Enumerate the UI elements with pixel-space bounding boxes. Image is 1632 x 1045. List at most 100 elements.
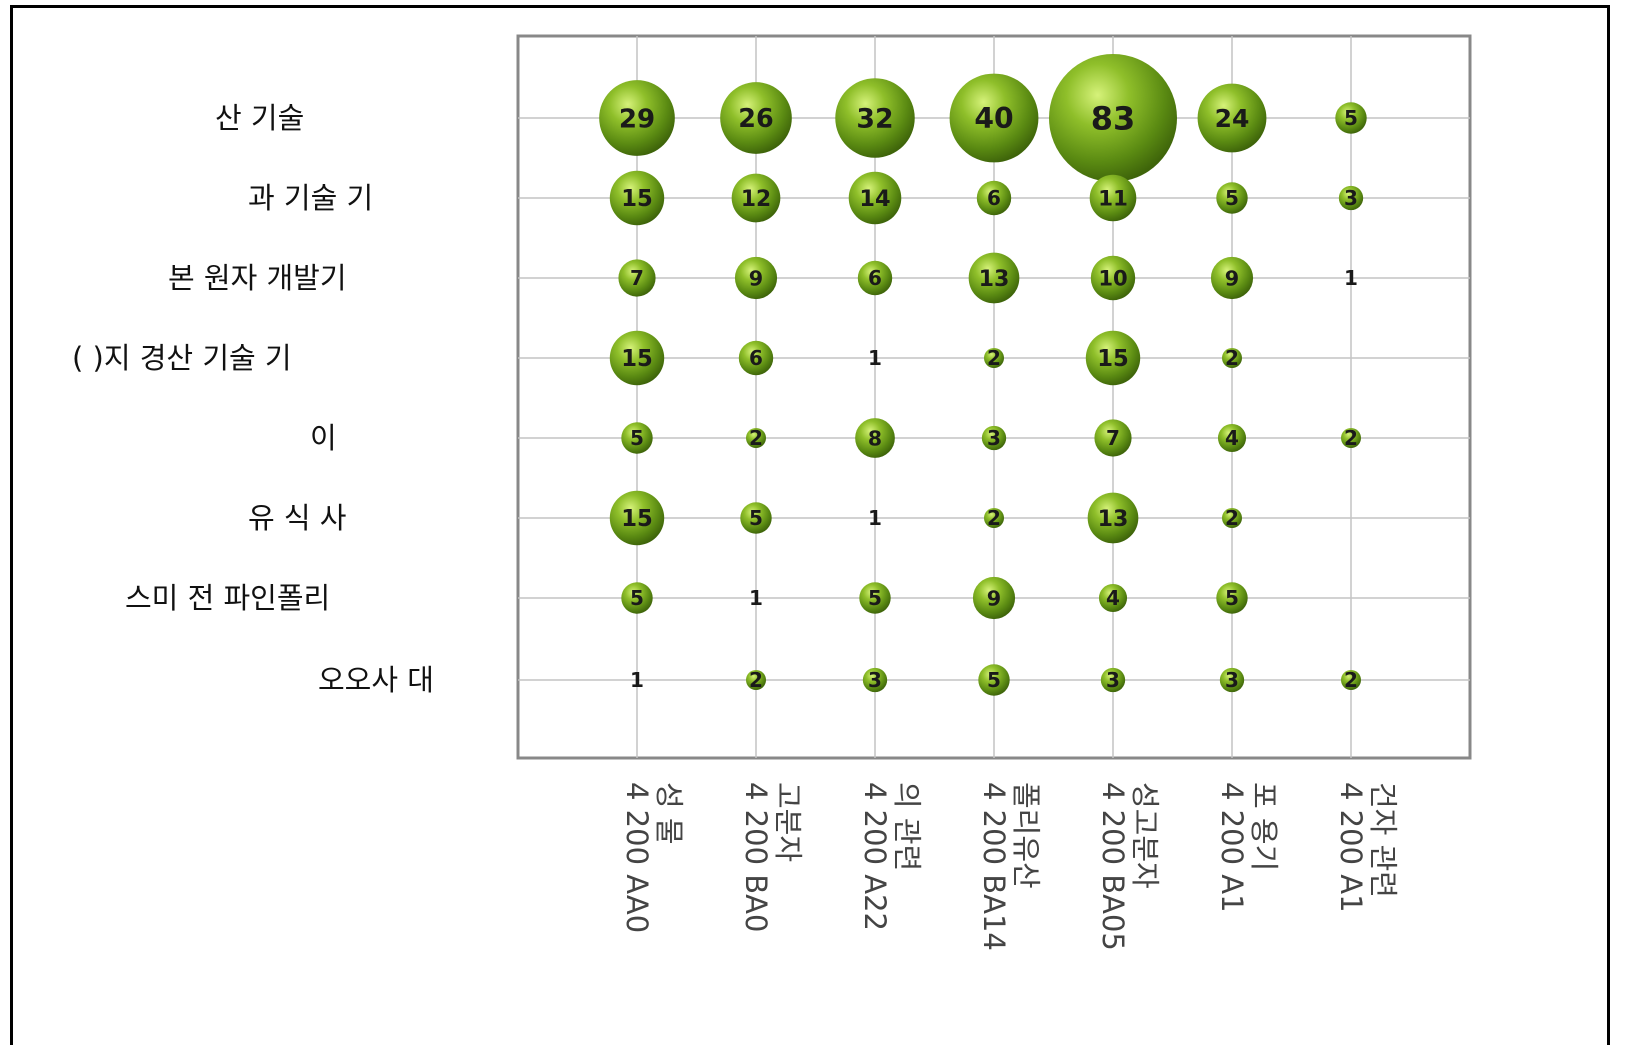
y-axis-labels: 산 기술과 기술 기본 원자 개발기 ( )지 경산 기술 기이유 식 사스미 전… xyxy=(72,101,434,697)
x-tick-label: 4 200 A1포 용기 xyxy=(1215,782,1281,913)
bubble-mark xyxy=(609,330,665,386)
bubble-value-label: 3 xyxy=(1225,668,1239,692)
bubble-mark xyxy=(1197,83,1267,153)
bubble-mark xyxy=(1217,423,1247,453)
bubble: 26 xyxy=(720,82,792,154)
bubble-value-label: 4 xyxy=(1106,586,1120,610)
bubble: 5 xyxy=(1216,182,1248,214)
bubble-mark xyxy=(1094,419,1132,457)
bubble-value-label: 83 xyxy=(1091,100,1136,138)
bubble-value-label: 2 xyxy=(1344,668,1358,692)
x-tick-name: 성고분자 xyxy=(1128,782,1162,889)
bubble: 15 xyxy=(609,170,665,226)
bubble-mark xyxy=(857,260,893,296)
x-tick-code: 4 200 BA14 xyxy=(977,782,1011,951)
bubble-mark xyxy=(862,667,888,693)
bubble-value-label: 29 xyxy=(619,104,655,134)
bubble-mark xyxy=(976,180,1012,216)
bubble-value-label: 3 xyxy=(987,426,1001,450)
bubble-value-label: 1 xyxy=(749,586,763,610)
bubble-value-label: 1 xyxy=(868,346,882,370)
bubble: 7 xyxy=(618,259,656,297)
bubble-mark xyxy=(1216,182,1248,214)
bubble-value-label: 8 xyxy=(868,426,882,450)
bubble: 9 xyxy=(734,256,778,300)
bubble-value-label: 9 xyxy=(987,586,1001,610)
bubble: 6 xyxy=(738,340,774,376)
bubble-value-label: 5 xyxy=(630,586,644,610)
bubble: 15 xyxy=(609,330,665,386)
bubble: 2 xyxy=(746,668,766,692)
bubble-mark xyxy=(740,502,772,534)
bubble-mark xyxy=(746,428,766,448)
bubble: 32 xyxy=(835,78,915,158)
bubble-value-label: 13 xyxy=(979,266,1010,292)
bubble: 5 xyxy=(621,422,653,454)
bubble-value-label: 13 xyxy=(1098,506,1129,532)
bubble-value-label: 1 xyxy=(630,668,644,692)
bubble: 1 xyxy=(630,668,644,692)
bubble: 1 xyxy=(868,346,882,370)
x-tick-code: 4 200 A1 xyxy=(1334,782,1368,913)
bubble-value-label: 4 xyxy=(1225,426,1239,450)
bubble: 4 xyxy=(1217,423,1247,453)
bubble-value-label: 1 xyxy=(1344,266,1358,290)
bubble: 6 xyxy=(857,260,893,296)
bubble: 12 xyxy=(731,173,781,223)
bubble-value-label: 1 xyxy=(868,506,882,530)
bubble: 83 xyxy=(1049,54,1177,182)
bubble: 7 xyxy=(1094,419,1132,457)
bubble: 29 xyxy=(599,80,675,156)
bubble: 15 xyxy=(609,490,665,546)
bubble-mark xyxy=(972,576,1016,620)
bubble: 9 xyxy=(972,576,1016,620)
bubble-mark xyxy=(1341,428,1361,448)
bubble-mark xyxy=(731,173,781,223)
y-tick-label: 스미 전 파인폴리 xyxy=(125,581,330,615)
bubble-value-label: 5 xyxy=(1225,186,1239,210)
y-tick-label: 오오사 대 xyxy=(318,663,434,697)
bubble-mark xyxy=(1098,583,1128,613)
x-tick-code: 4 200 AA0 xyxy=(620,782,654,933)
x-tick-name: 의 관련 xyxy=(890,782,924,871)
bubble-value-label: 3 xyxy=(1106,668,1120,692)
figure-frame xyxy=(10,5,1610,1045)
bubble: 4 xyxy=(1098,583,1128,613)
bubble-mark xyxy=(738,340,774,376)
x-tick-code: 4 200 BA05 xyxy=(1096,782,1130,951)
bubble-value-label: 32 xyxy=(856,104,893,135)
x-tick-code: 4 200 A22 xyxy=(858,782,892,931)
bubble-mark xyxy=(720,82,792,154)
bubble-value-label: 7 xyxy=(630,266,644,290)
y-tick-label: 유 식 사 xyxy=(248,501,346,535)
bubble: 3 xyxy=(862,667,888,693)
bubble-mark xyxy=(835,78,915,158)
bubble: 2 xyxy=(984,506,1004,530)
y-tick-label: 이 xyxy=(310,421,337,455)
bubble: 14 xyxy=(848,171,902,225)
y-tick-label: 과 기술 기 xyxy=(248,181,373,215)
bubble: 5 xyxy=(1216,582,1248,614)
bubble-value-label: 5 xyxy=(630,426,644,450)
x-tick-name: 고분자 xyxy=(771,782,805,862)
x-tick-code: 4 200 A1 xyxy=(1215,782,1249,913)
x-tick-name: 포 용기 xyxy=(1247,782,1281,871)
bubble: 13 xyxy=(1087,492,1139,544)
bubble-mark xyxy=(609,490,665,546)
bubble: 2 xyxy=(984,346,1004,370)
bubble: 5 xyxy=(621,582,653,614)
x-tick-name: 성 물 xyxy=(652,782,686,845)
bubble-mark xyxy=(859,582,891,614)
bubble-mark xyxy=(981,425,1007,451)
bubble-value-label: 3 xyxy=(1344,186,1358,210)
bubble-value-label: 5 xyxy=(987,668,1001,692)
bubble: 1 xyxy=(749,586,763,610)
bubble-value-label: 2 xyxy=(1225,346,1239,370)
bubble-value-label: 6 xyxy=(868,266,882,290)
bubble-value-label: 15 xyxy=(621,506,653,532)
bubble-value-label: 2 xyxy=(749,426,763,450)
bubble-mark xyxy=(984,508,1004,528)
